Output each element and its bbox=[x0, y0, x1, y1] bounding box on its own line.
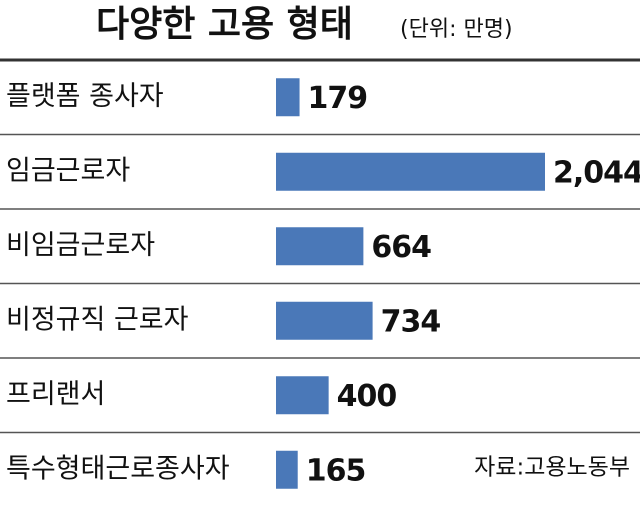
value-label: 664 bbox=[371, 230, 431, 265]
category-label: 특수형태근로종사자 bbox=[6, 453, 230, 484]
bar bbox=[276, 152, 545, 191]
value-label: 400 bbox=[337, 379, 397, 414]
value-label: 734 bbox=[381, 304, 441, 339]
chart-title: 다양한 고용 형태 bbox=[96, 4, 353, 45]
category-label: 비정규직 근로자 bbox=[6, 304, 189, 335]
category-label: 플랫폼 종사자 bbox=[6, 81, 164, 112]
category-label: 임금근로자 bbox=[6, 155, 130, 186]
bar bbox=[276, 227, 364, 266]
value-label: 179 bbox=[308, 81, 368, 116]
chart-subtitle: (단위: 만명) bbox=[400, 17, 513, 42]
source-note: 자료:고용노동부 bbox=[474, 455, 630, 481]
category-label: 프리랜서 bbox=[6, 379, 105, 410]
value-label: 165 bbox=[306, 453, 366, 488]
bar bbox=[276, 78, 300, 117]
bar bbox=[276, 376, 329, 415]
value-label: 2,044 bbox=[553, 155, 640, 190]
bar bbox=[276, 450, 298, 489]
bar bbox=[276, 301, 373, 340]
category-label: 비임금근로자 bbox=[6, 230, 155, 261]
